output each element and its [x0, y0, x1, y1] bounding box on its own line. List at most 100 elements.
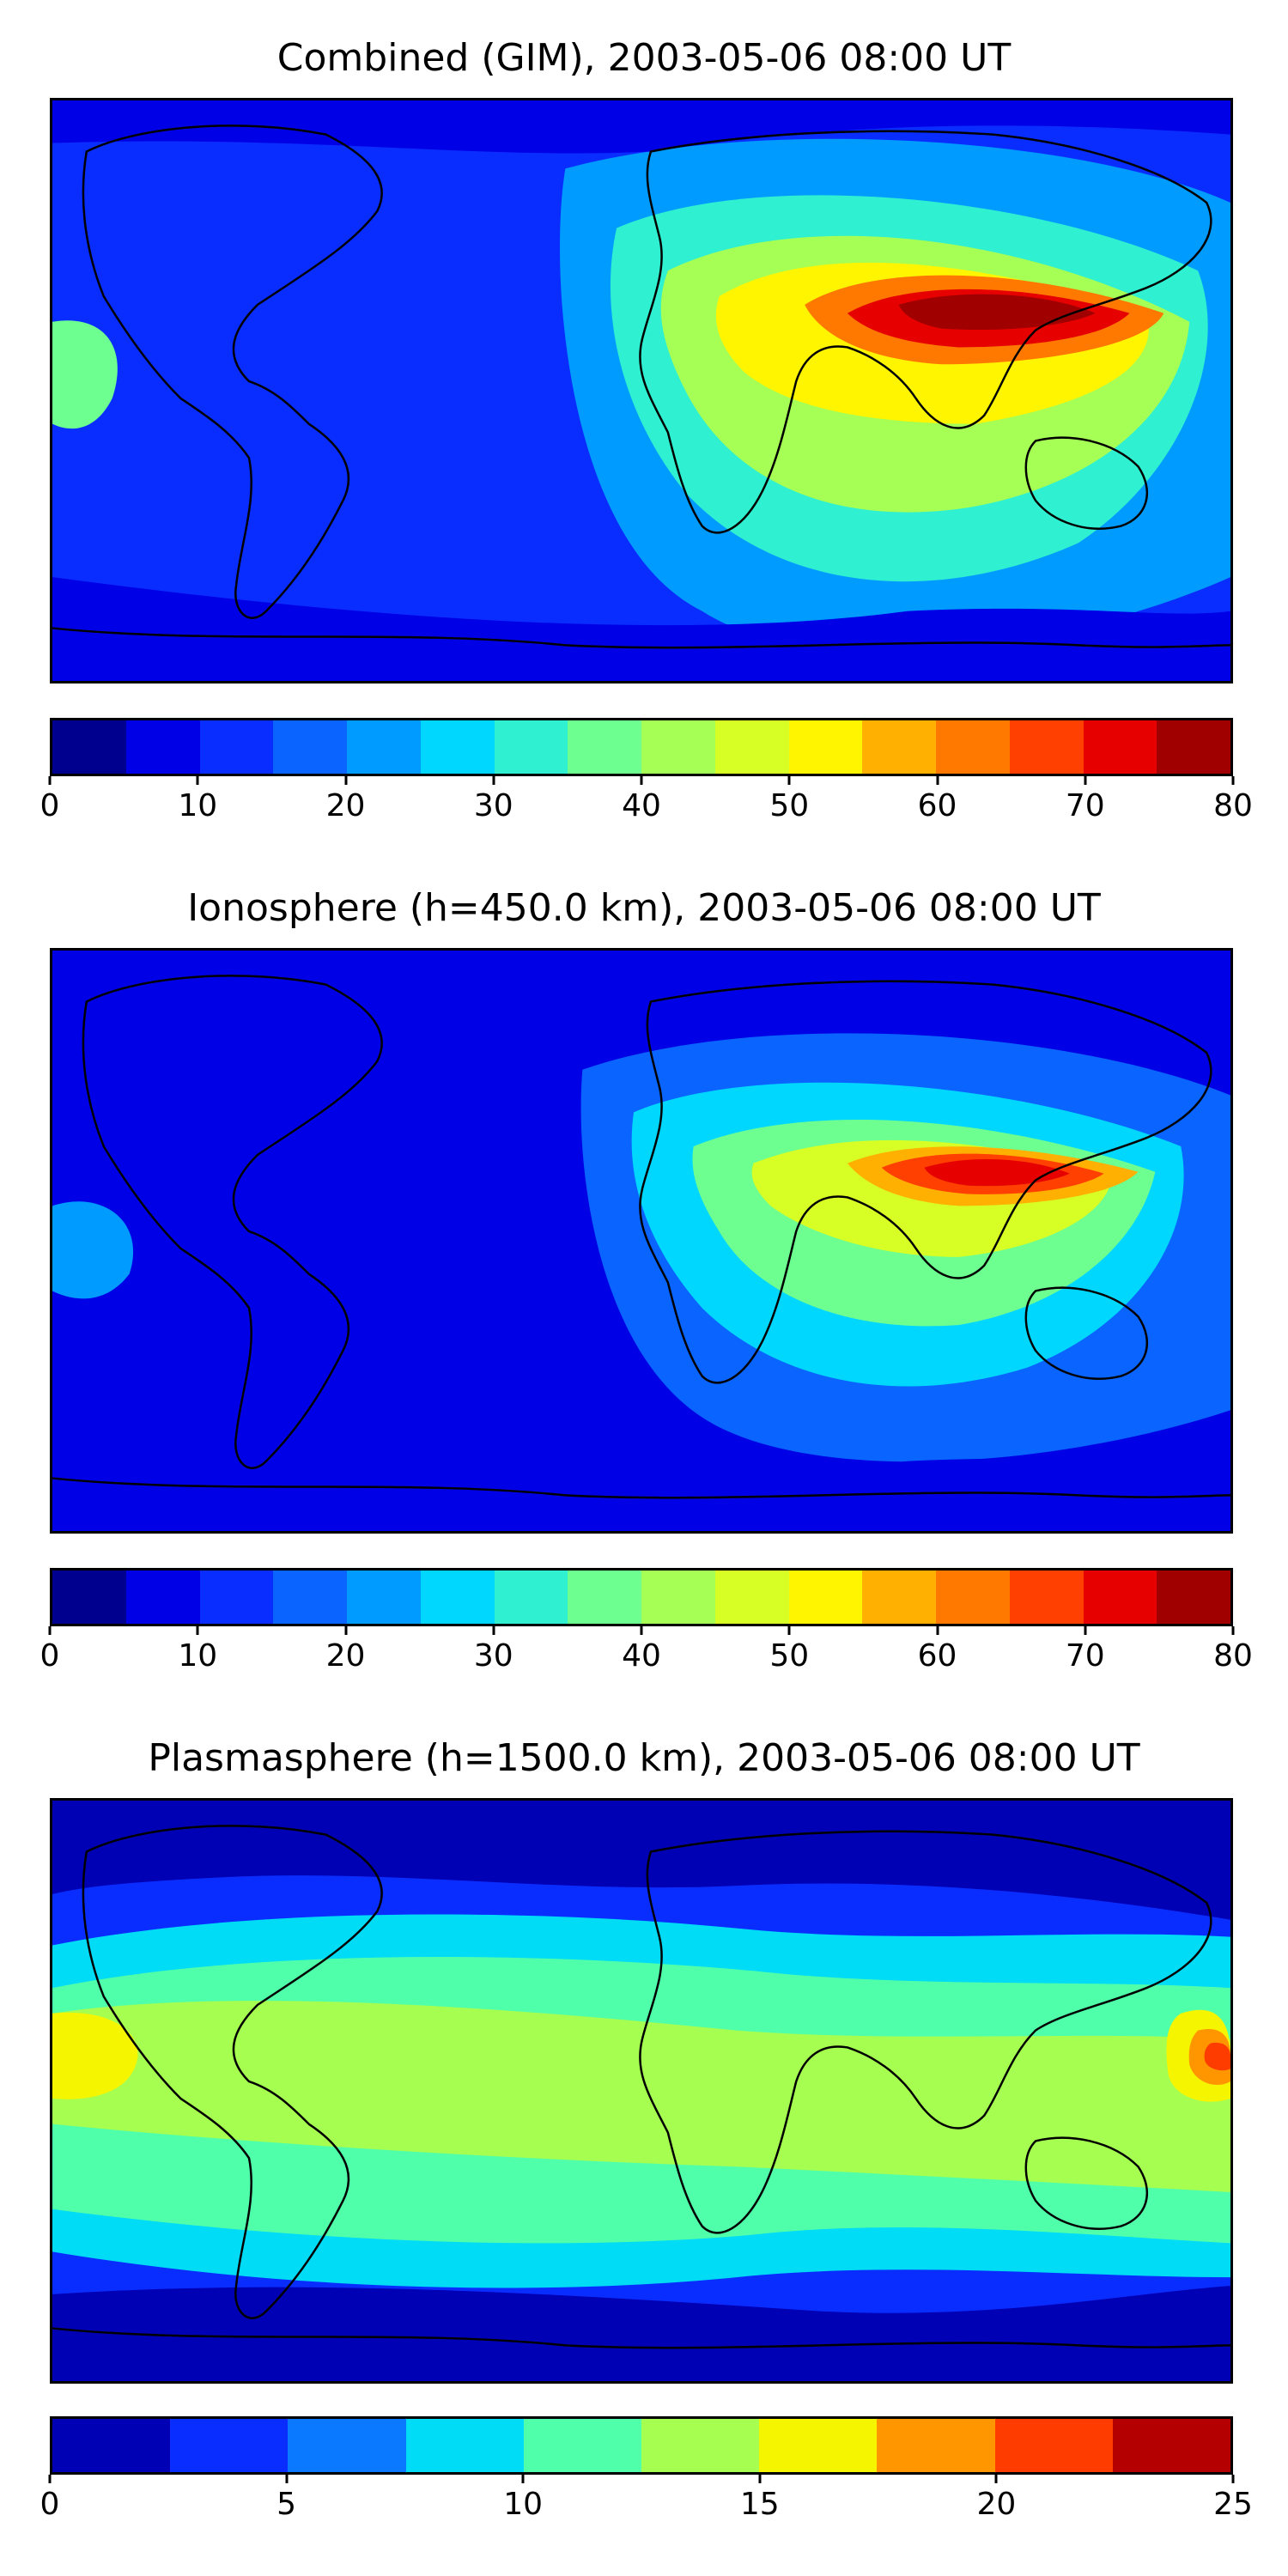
- contour-region-crest-north-core: [898, 294, 1096, 331]
- colorbar-segment: [641, 720, 715, 774]
- colorbar-tick-label: 80: [1213, 788, 1253, 823]
- colorbar-segment: [125, 1571, 200, 1624]
- colorbar-segment: [273, 1571, 347, 1624]
- colorbar-tick: [787, 1626, 791, 1635]
- coastline-3: [52, 2327, 1230, 2349]
- colorbar-tick: [640, 776, 643, 785]
- coastline-1: [639, 1830, 1212, 2234]
- colorbar-segment: [420, 720, 495, 774]
- colorbar-segment: [52, 1571, 126, 1624]
- colorbar-segment: [523, 2419, 642, 2472]
- colorbar-tick: [1231, 2475, 1235, 2483]
- colorbar-segment: [1083, 720, 1157, 774]
- colorbar-tick-label: 20: [325, 1638, 366, 1674]
- contour-region-polar-north: [52, 951, 1230, 1004]
- colorbar-tick: [196, 776, 199, 785]
- colorbar-tick: [994, 2475, 998, 2483]
- contour-plot: [52, 951, 1230, 1531]
- coastline-2: [1024, 436, 1148, 530]
- colorbar-tick: [48, 1626, 52, 1635]
- colorbar-tick-label: 20: [976, 2487, 1017, 2522]
- coastlines: [52, 1825, 1230, 2349]
- colorbar-tick: [344, 776, 347, 785]
- colorbar-segment: [759, 2419, 878, 2472]
- colorbar-segment: [936, 1571, 1010, 1624]
- colorbar-segment: [788, 720, 863, 774]
- contour-plot: [52, 100, 1230, 681]
- colorbar-tick-label: 60: [917, 1638, 957, 1674]
- coastline-3: [52, 1477, 1230, 1499]
- colorbar-tick: [1084, 1626, 1087, 1635]
- coastline-3: [52, 627, 1230, 649]
- map-combined: [50, 98, 1233, 683]
- coastline-0: [82, 1825, 383, 2319]
- colorbar-tick: [344, 1626, 347, 1635]
- colorbar-tick: [936, 1626, 939, 1635]
- colorbar-tick: [48, 776, 52, 785]
- contour-layer: [52, 100, 1230, 681]
- colorbar-tick-label: 10: [178, 1638, 218, 1674]
- colorbar-segment: [641, 1571, 715, 1624]
- chart-title: Ionosphere (h=450.0 km), 2003-05-06 08:0…: [187, 886, 1101, 930]
- colorbar-tick: [936, 776, 939, 785]
- colorbar-tick: [285, 2475, 289, 2483]
- colorbar-segment: [862, 720, 936, 774]
- contour-region-polar-south: [52, 577, 1230, 681]
- contour-region-pacific-west-edge: [52, 320, 118, 429]
- colorbar-tick: [787, 776, 791, 785]
- contour-region-polar-north: [52, 1801, 1230, 1920]
- map-ionosphere: [50, 948, 1233, 1534]
- colorbar-tick-label: 30: [473, 1638, 513, 1674]
- colorbar-tick: [521, 2475, 525, 2483]
- contour-layer: [52, 1801, 1230, 2381]
- contour-region-equatorial-core: [52, 2001, 1230, 2192]
- colorbar-tick: [48, 2475, 52, 2483]
- colorbar-tick-label: 20: [325, 788, 366, 823]
- colorbar-segment: [714, 1571, 789, 1624]
- colorbar-ticks: 0 10 20 30 40 50 60 70 80: [40, 1626, 1253, 1678]
- colorbar-tick: [640, 1626, 643, 1635]
- contour-plot: [52, 1801, 1230, 2381]
- colorbar-segment: [405, 2419, 524, 2472]
- colorbar: [50, 2416, 1233, 2475]
- colorbar-tick: [196, 1626, 199, 1635]
- colorbar-segment: [199, 720, 274, 774]
- colorbar-tick: [492, 776, 495, 785]
- colorbar-segment: [714, 720, 789, 774]
- colorbar-tick-label: 70: [1065, 788, 1105, 823]
- coastline-1: [639, 980, 1212, 1384]
- colorbar-tick-label: 0: [39, 2487, 60, 2522]
- colorbar-tick-label: 0: [39, 788, 60, 823]
- colorbar-tick-label: 50: [769, 788, 810, 823]
- chart-title: Plasmasphere (h=1500.0 km), 2003-05-06 0…: [148, 1736, 1140, 1780]
- colorbar-segment: [494, 720, 568, 774]
- coastline-0: [82, 125, 383, 619]
- colorbar-segment: [788, 1571, 863, 1624]
- coastline-1: [639, 130, 1212, 534]
- colorbar-segment: [936, 720, 1010, 774]
- colorbar-tick: [1231, 1626, 1235, 1635]
- coastlines: [52, 125, 1230, 649]
- colorbar-tick: [1231, 776, 1235, 785]
- coastline-2: [1024, 2136, 1148, 2230]
- colorbar-segment: [273, 720, 347, 774]
- colorbar-segment: [877, 2419, 995, 2472]
- contour-region-pacific-east-hot-3: [1204, 2042, 1230, 2071]
- colorbar-tick-label: 0: [39, 1638, 60, 1674]
- colorbar-segment: [641, 2419, 760, 2472]
- colorbar-segment: [125, 720, 200, 774]
- coastline-2: [1024, 1286, 1148, 1380]
- colorbar-tick: [492, 1626, 495, 1635]
- colorbar-segment: [1157, 1571, 1230, 1624]
- colorbar-segment: [1112, 2419, 1231, 2472]
- colorbar-tick-label: 40: [622, 1638, 661, 1674]
- colorbar-tick-label: 70: [1065, 1638, 1105, 1674]
- contour-region-polar-south: [52, 2285, 1230, 2381]
- map-plasmasphere: [50, 1798, 1233, 2384]
- colorbar-segment: [1083, 1571, 1157, 1624]
- colorbar: [50, 1568, 1233, 1626]
- colorbar-segment: [994, 2419, 1113, 2472]
- colorbar-tick-label: 10: [178, 788, 218, 823]
- coastline-0: [82, 975, 383, 1469]
- contour-region-polar-north: [52, 100, 1230, 154]
